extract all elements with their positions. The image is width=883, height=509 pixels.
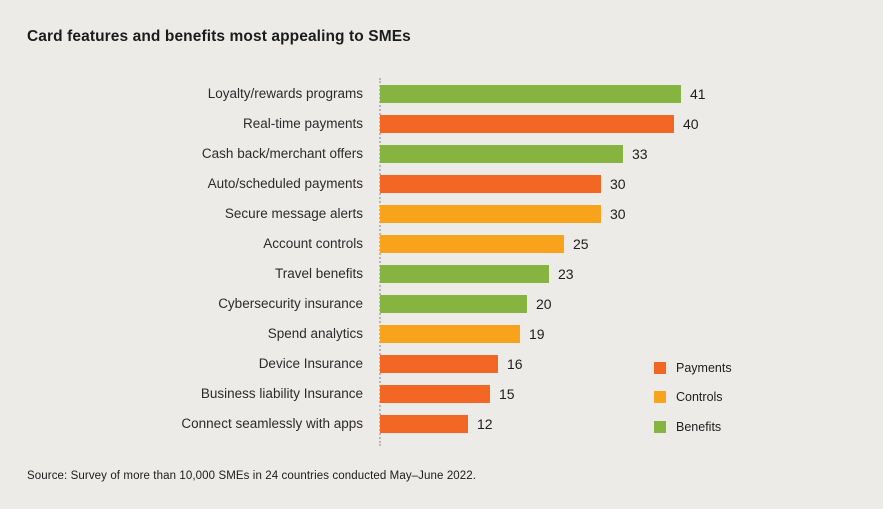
category-label: Business liability Insurance [200, 386, 363, 401]
category-label: Cash back/merchant offers [201, 146, 363, 161]
bar-row: Loyalty/rewards programs 41 [0, 85, 883, 103]
chart-title: Card features and benefits most appealin… [27, 28, 411, 45]
value-label: 30 [610, 206, 626, 222]
bar-row: Secure message alerts 30 [0, 205, 883, 223]
bar-controls [380, 235, 564, 253]
value-label: 12 [477, 416, 493, 432]
bar-row: Auto/scheduled payments 30 [0, 175, 883, 193]
bar-payments [380, 115, 674, 133]
bar-benefits [380, 145, 623, 163]
category-label: Auto/scheduled payments [207, 176, 363, 191]
bar-chart: Loyalty/rewards programs 41 Real-time paym… [0, 85, 883, 445]
bar-row: Real-time payments 40 [0, 115, 883, 133]
category-label: Loyalty/rewards programs [207, 86, 363, 101]
axis-baseline [379, 78, 381, 446]
value-label: 20 [536, 296, 552, 312]
category-label: Spend analytics [267, 326, 363, 341]
bar-row: Connect seamlessly with apps 12 [0, 415, 883, 433]
legend-item-payments: Payments [654, 360, 732, 375]
bar-row: Cash back/merchant offers 33 [0, 145, 883, 163]
bar-row: Travel benefits 23 [0, 265, 883, 283]
value-label: 16 [507, 356, 523, 372]
bar-row: Account controls 25 [0, 235, 883, 253]
source-note: Source: Survey of more than 10,000 SMEs … [27, 470, 477, 482]
bar-benefits [380, 265, 549, 283]
category-label: Device Insurance [258, 356, 363, 371]
category-label: Travel benefits [274, 266, 363, 281]
value-label: 30 [610, 176, 626, 192]
value-label: 40 [683, 116, 699, 132]
value-label: 33 [632, 146, 648, 162]
legend-label: Benefits [676, 419, 722, 434]
legend-label: Controls [676, 389, 723, 404]
bar-benefits [380, 85, 681, 103]
bar-payments [380, 415, 468, 433]
value-label: 19 [529, 326, 545, 342]
legend-item-benefits: Benefits [654, 419, 722, 434]
category-label: Account controls [263, 236, 363, 251]
bar-payments [380, 175, 601, 193]
legend-item-controls: Controls [654, 389, 723, 404]
bar-controls [380, 325, 520, 343]
category-label: Cybersecurity insurance [218, 296, 363, 311]
category-label: Real-time payments [242, 116, 363, 131]
value-label: 23 [558, 266, 574, 282]
bar-controls [380, 205, 601, 223]
value-label: 25 [573, 236, 589, 252]
category-label: Secure message alerts [224, 206, 363, 221]
bar-benefits [380, 295, 527, 313]
value-label: 15 [499, 386, 515, 402]
legend-swatch-payments [654, 361, 666, 374]
value-label: 41 [690, 86, 706, 102]
legend-swatch-controls [654, 390, 666, 403]
bar-row: Cybersecurity insurance 20 [0, 295, 883, 313]
legend-label: Payments [676, 360, 732, 375]
category-label: Connect seamlessly with apps [181, 416, 363, 431]
bar-row: Device Insurance 16 [0, 355, 883, 373]
bar-row: Business liability Insurance 15 [0, 385, 883, 403]
bar-payments [380, 385, 490, 403]
bar-payments [380, 355, 498, 373]
bar-row: Spend analytics 19 [0, 325, 883, 343]
legend-swatch-benefits [654, 420, 666, 433]
